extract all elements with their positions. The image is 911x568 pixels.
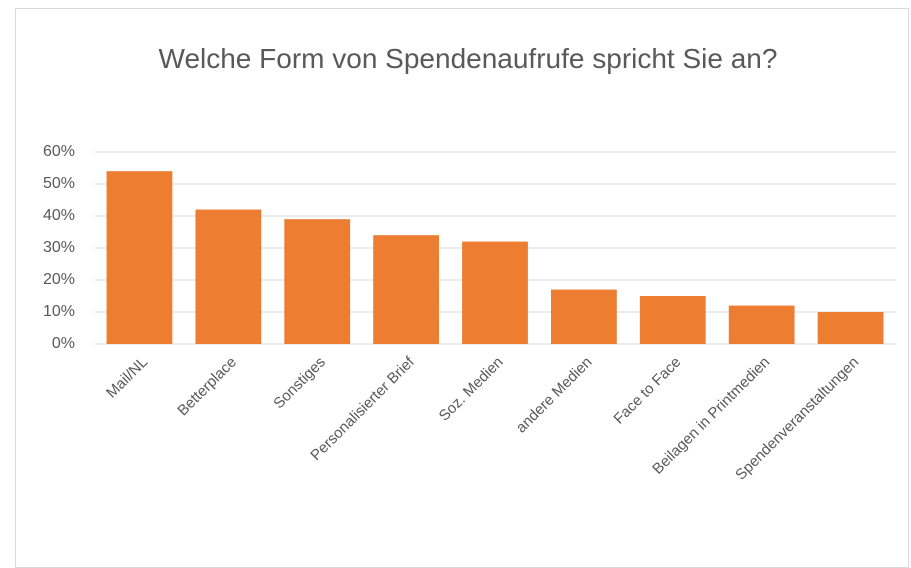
y-tick-label: 20% bbox=[43, 271, 75, 288]
x-tick-label: Soz. Medien bbox=[436, 354, 507, 425]
bar bbox=[817, 312, 884, 344]
x-tick-label: Face to Face bbox=[610, 354, 684, 428]
bar bbox=[728, 305, 795, 344]
bar bbox=[106, 171, 173, 344]
bar bbox=[639, 296, 706, 344]
y-tick-label: 60% bbox=[43, 143, 75, 160]
bar bbox=[462, 241, 528, 344]
x-tick-label: Betterplace bbox=[174, 354, 240, 420]
y-tick-label: 30% bbox=[43, 239, 75, 256]
bar bbox=[373, 235, 439, 344]
x-tick-label: andere Medien bbox=[513, 354, 596, 437]
y-tick-label: 10% bbox=[43, 303, 75, 320]
bar bbox=[195, 209, 262, 344]
y-tick-label: 40% bbox=[43, 207, 75, 224]
chart-title: Welche Form von Spendenaufrufe spricht S… bbox=[158, 43, 778, 74]
y-tick-label: 50% bbox=[43, 175, 75, 192]
x-tick-label: Mail/NL bbox=[103, 354, 151, 402]
y-tick-label: 0% bbox=[52, 335, 75, 352]
bar bbox=[551, 289, 617, 344]
bar bbox=[284, 219, 351, 344]
x-tick-label: Sonstiges bbox=[270, 354, 329, 413]
